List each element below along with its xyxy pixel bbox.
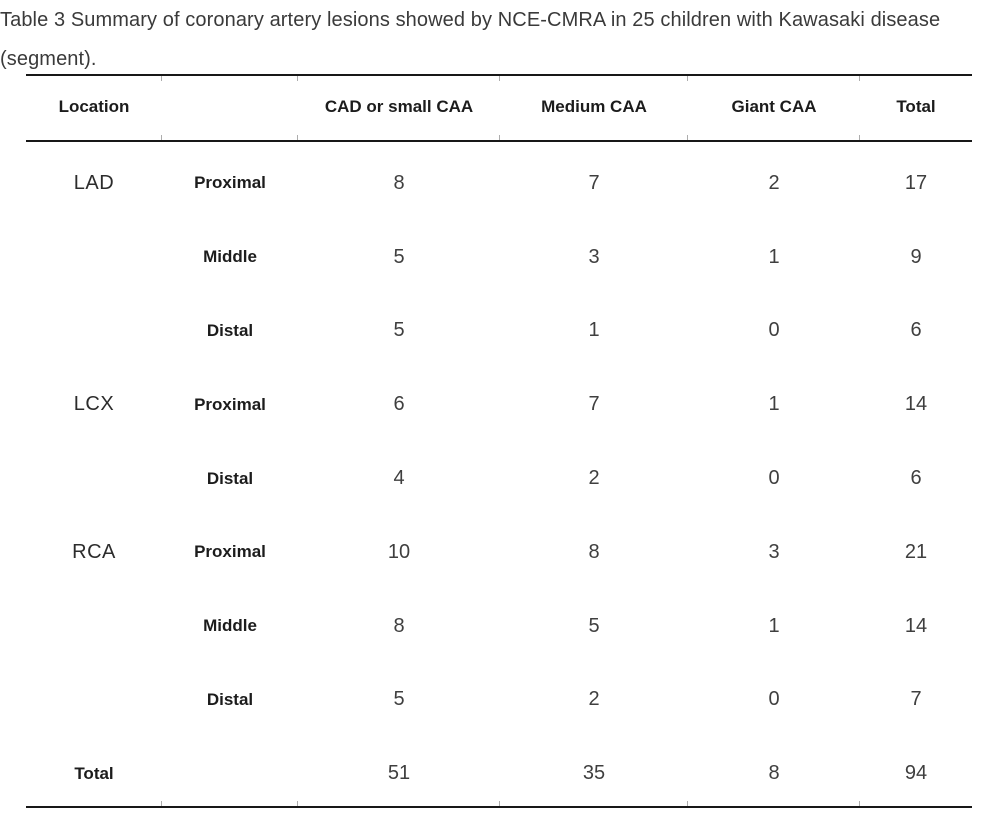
segment-cell: Distal [206,689,254,709]
cad-small-caa-value: 5 [393,688,405,711]
table-row: Distal 5 2 0 7 [26,659,972,733]
column-divider-tick [297,135,298,140]
column-divider-tick [499,76,500,81]
total-value: 9 [910,245,922,268]
medium-caa-value: 7 [588,171,600,194]
header-total: Total [896,97,936,116]
column-divider-tick [297,76,298,81]
location-group-cell [26,691,162,700]
segment-cell: Proximal [194,542,266,562]
medium-caa-value: 8 [588,540,600,563]
column-divider-tick [859,76,860,81]
table-row: Distal 4 2 0 6 [26,437,972,511]
location-group-cell [26,617,162,626]
total-value: 6 [910,467,922,490]
column-divider-tick [859,801,860,806]
giant-caa-value: 0 [768,688,780,711]
cad-small-caa-value: 51 [387,762,411,785]
location-group-cell: LCX [73,393,115,416]
giant-caa-value: 1 [768,245,780,268]
table-row: LCX Proximal 6 7 1 14 [26,363,972,437]
table-row: Middle 8 5 1 14 [26,585,972,659]
medium-caa-value: 3 [588,245,600,268]
medium-caa-value: 7 [588,393,600,416]
segment-cell: Middle [203,616,257,636]
header-location: Location [58,97,130,116]
medium-caa-value: 1 [588,319,600,342]
location-group-cell: RCA [72,540,116,563]
table-row: Middle 5 3 1 9 [26,216,972,290]
giant-caa-value: 2 [768,171,780,194]
giant-caa-value: 0 [768,319,780,342]
table-row: Total 51 35 8 94 [26,732,972,806]
total-value: 17 [904,171,928,194]
table-row: Distal 5 1 0 6 [26,290,972,364]
column-divider-tick [687,135,688,140]
table-row: RCA Proximal 10 8 3 21 [26,511,972,585]
cad-small-caa-value: 8 [393,171,405,194]
column-divider-tick [499,135,500,140]
location-group-cell [26,470,162,479]
header-cad-small-caa: CAD or small CAA [324,97,474,116]
header-medium-caa: Medium CAA [541,97,647,116]
giant-caa-value: 1 [768,393,780,416]
total-value: 21 [904,540,928,563]
giant-caa-value: 1 [768,614,780,637]
medium-caa-value: 35 [582,762,606,785]
table-body: LAD Proximal 8 7 2 17 Middle 5 3 1 9 Dis… [26,142,972,806]
column-divider-tick [161,76,162,81]
total-value: 14 [904,393,928,416]
segment-cell: Middle [203,247,257,267]
table-row: LAD Proximal 8 7 2 17 [26,142,972,216]
table-header-rule [26,135,972,142]
segment-cell: Proximal [194,394,266,414]
segment-cell: Distal [206,320,254,340]
cad-small-caa-value: 5 [393,319,405,342]
location-group-cell: Total [74,763,114,783]
column-divider-tick [297,801,298,806]
segment-cell: Proximal [194,173,266,193]
segment-cell [162,765,298,774]
location-group-cell [26,322,162,331]
table-top-rule [26,74,972,81]
table-caption: Table 3 Summary of coronary artery lesio… [0,9,941,70]
medium-caa-value: 2 [588,467,600,490]
location-group-cell [26,248,162,257]
column-divider-tick [161,135,162,140]
header-giant-caa: Giant CAA [731,97,817,116]
cad-small-caa-value: 10 [387,540,411,563]
cad-small-caa-value: 6 [393,393,405,416]
medium-caa-value: 5 [588,614,600,637]
column-divider-tick [687,801,688,806]
total-value: 7 [910,688,922,711]
cad-small-caa-value: 4 [393,467,405,490]
giant-caa-value: 8 [768,762,780,785]
summary-table: Location CAD or small CAA Medium CAA Gia… [26,74,972,810]
giant-caa-value: 3 [768,540,780,563]
table-bottom-rule [26,801,972,808]
giant-caa-value: 0 [768,467,780,490]
total-value: 94 [904,762,928,785]
column-divider-tick [687,76,688,81]
cad-small-caa-value: 5 [393,245,405,268]
segment-cell: Distal [206,468,254,488]
table-header-row: Location CAD or small CAA Medium CAA Gia… [26,74,972,140]
medium-caa-value: 2 [588,688,600,711]
cad-small-caa-value: 8 [393,614,405,637]
total-value: 14 [904,614,928,637]
column-divider-tick [499,801,500,806]
location-group-cell: LAD [73,171,115,194]
column-divider-tick [859,135,860,140]
total-value: 6 [910,319,922,342]
column-divider-tick [161,801,162,806]
